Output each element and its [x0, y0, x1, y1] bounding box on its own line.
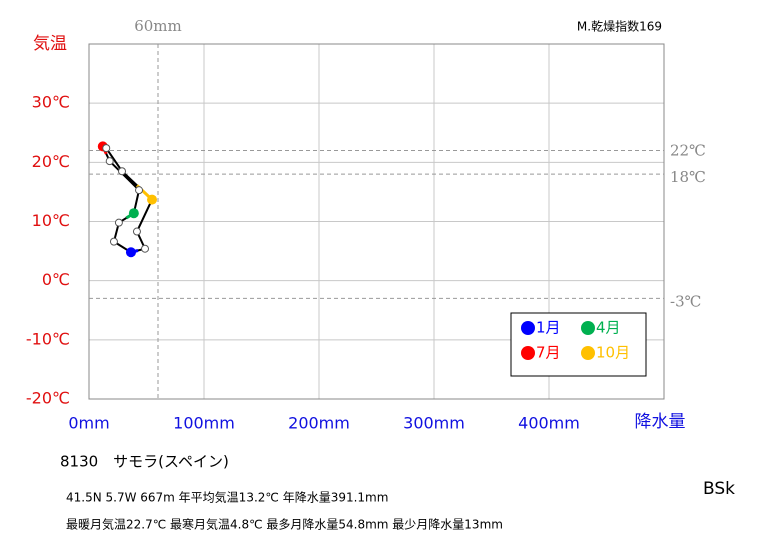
legend-label: 4月 [596, 319, 621, 337]
data-point [109, 237, 118, 246]
y-axis-title: 気温 [33, 34, 67, 54]
x-tick-label: 100mm [173, 414, 235, 433]
legend-marker [581, 346, 595, 360]
data-point [125, 247, 136, 258]
reference-label: 60mm [134, 17, 182, 35]
data-point [128, 208, 139, 219]
legend-label: 10月 [596, 344, 630, 362]
data-point [105, 157, 114, 166]
reference-label: 22℃ [670, 142, 706, 160]
data-point [114, 218, 123, 227]
legend-box [510, 312, 647, 377]
x-tick-label: 0mm [68, 414, 109, 433]
data-point [135, 186, 144, 195]
x-tick-label: 200mm [288, 414, 350, 433]
y-tick-label: 10℃ [32, 211, 70, 230]
data-point [147, 194, 158, 205]
station-info: 41.5N 5.7W 667m 年平均気温13.2℃ 年降水量391.1mm [66, 490, 388, 505]
legend-label: 7月 [536, 344, 561, 362]
legend-label: 1月 [536, 319, 561, 337]
x-tick-label: 400mm [518, 414, 580, 433]
legend-marker [521, 321, 535, 335]
climate-code: BSk [703, 479, 735, 499]
x-axis-title: 降水量 [635, 412, 686, 432]
station-stats: 最暖月気温22.7℃ 最寒月気温4.8℃ 最多月降水量54.8mm 最少月降水量… [66, 517, 503, 532]
reference-label: -3℃ [670, 292, 701, 310]
y-tick-label: 30℃ [32, 93, 70, 112]
station-name: 8130 サモラ(スペイン) [60, 453, 229, 471]
plot-frame [88, 43, 665, 400]
y-tick-label: 20℃ [32, 152, 70, 171]
x-tick-label: 300mm [403, 414, 465, 433]
legend-marker [521, 346, 535, 360]
data-point [141, 244, 150, 253]
y-tick-label: -20℃ [26, 389, 70, 408]
data-point [102, 144, 111, 153]
y-tick-label: 0℃ [42, 270, 70, 289]
data-point [118, 167, 127, 176]
data-point [132, 227, 141, 236]
legend-marker [581, 321, 595, 335]
reference-label: 18℃ [670, 168, 706, 186]
y-tick-label: -10℃ [26, 329, 70, 348]
index-note: M.乾燥指数169 [577, 19, 662, 34]
